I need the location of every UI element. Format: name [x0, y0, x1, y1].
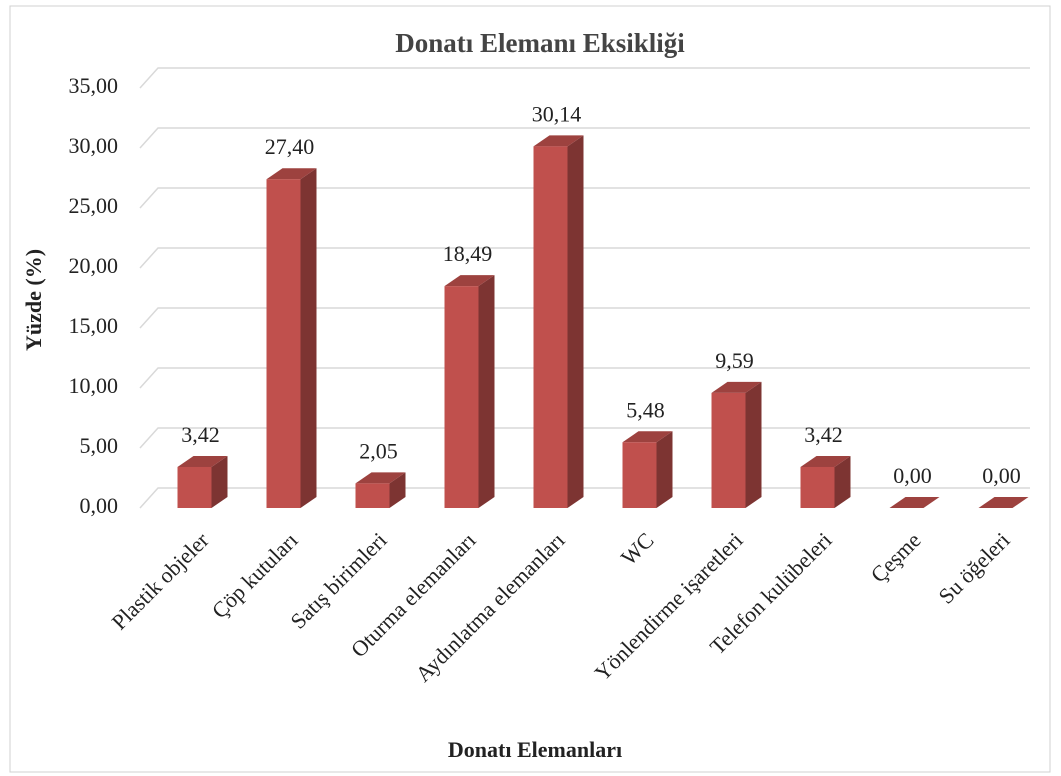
data-label: 30,14	[532, 101, 582, 126]
bar-face	[266, 179, 301, 508]
grid-line	[139, 367, 1030, 389]
bar-face	[533, 135, 584, 147]
bar-face	[300, 168, 317, 508]
bar-face	[444, 275, 495, 287]
chart-frame	[9, 5, 1051, 773]
grid-line	[139, 247, 1030, 269]
chart-title: Donatı Elemanı Eksikliği	[395, 28, 685, 58]
y-tick-label: 5,00	[80, 433, 119, 458]
bar	[266, 168, 317, 508]
grid-line	[139, 307, 1030, 329]
bar-face	[211, 455, 228, 508]
y-tick-label: 25,00	[69, 193, 119, 218]
data-label: 2,05	[359, 438, 398, 463]
y-axis-label: Yüzde (%)	[21, 249, 46, 351]
data-label: 3,42	[804, 422, 843, 447]
data-label: 18,49	[443, 241, 493, 266]
grid-line	[139, 187, 1030, 209]
bar-face	[177, 455, 228, 467]
bar-face	[834, 455, 851, 508]
bar-face	[800, 466, 835, 508]
bar-face	[800, 455, 851, 467]
bar-face	[745, 381, 762, 508]
bar	[889, 497, 940, 508]
bar	[444, 275, 495, 508]
bar-face	[567, 135, 584, 508]
bar-face	[478, 275, 495, 508]
bar	[622, 431, 673, 508]
bar-face	[266, 168, 317, 180]
y-tick-label: 20,00	[69, 253, 119, 278]
y-tick-label: 10,00	[69, 373, 119, 398]
bar-face	[533, 146, 568, 508]
y-tick-label: 0,00	[80, 493, 119, 518]
bar-face	[177, 466, 212, 508]
x-axis-label: Donatı Elemanları	[448, 737, 622, 762]
data-label: 0,00	[982, 463, 1021, 488]
bar-face	[711, 381, 762, 393]
y-tick-label: 15,00	[69, 313, 119, 338]
bar-face	[622, 442, 657, 508]
bar-face	[978, 497, 1029, 508]
data-label: 9,59	[715, 348, 754, 373]
data-label: 5,48	[626, 397, 665, 422]
bar	[533, 135, 584, 508]
y-tick-label: 30,00	[69, 133, 119, 158]
grid-line	[139, 127, 1030, 149]
bar-face	[389, 472, 406, 508]
bar-face	[355, 483, 390, 508]
data-label: 27,40	[265, 134, 315, 159]
bar-face	[355, 472, 406, 484]
grid-line	[139, 67, 1030, 89]
data-label: 3,42	[181, 422, 220, 447]
bar	[355, 472, 406, 508]
bar-face	[444, 286, 479, 508]
bar	[978, 497, 1029, 508]
bar	[711, 381, 762, 508]
bar-face	[711, 392, 746, 508]
data-label: 0,00	[893, 463, 932, 488]
bar-face	[622, 431, 673, 443]
bar	[177, 455, 228, 508]
y-tick-label: 35,00	[69, 73, 119, 98]
bar-face	[889, 497, 940, 508]
bar-face	[656, 431, 673, 508]
bar	[800, 455, 851, 508]
